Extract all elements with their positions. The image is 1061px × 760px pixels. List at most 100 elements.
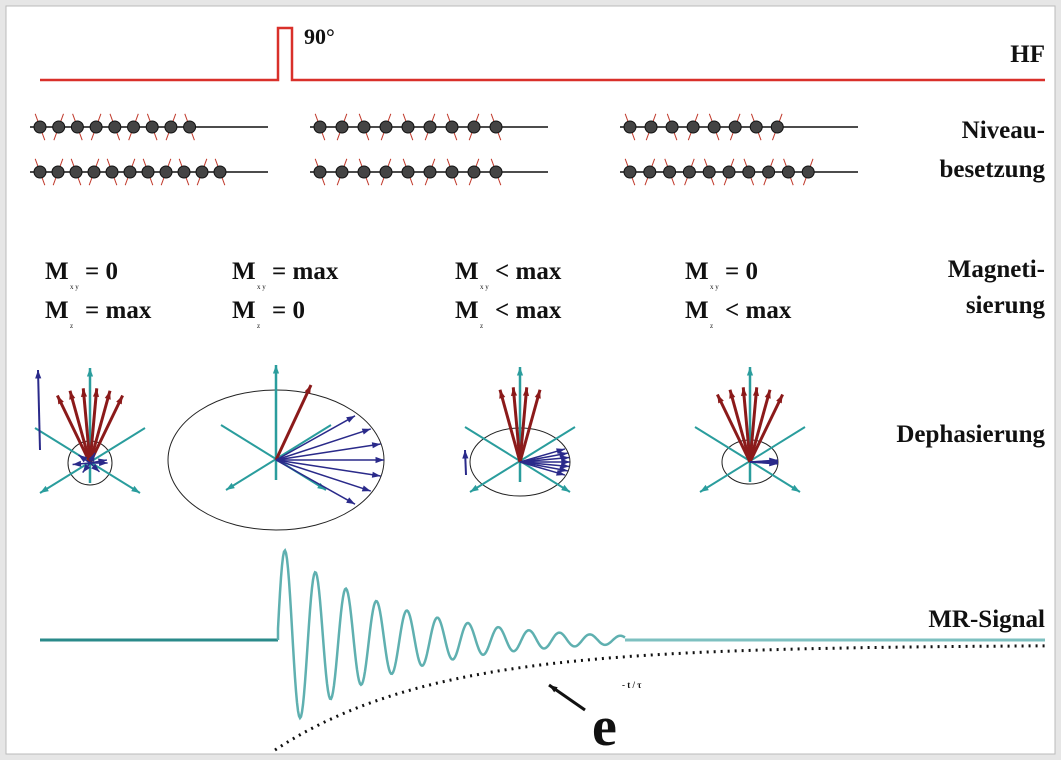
spin bbox=[781, 165, 795, 179]
m-value: = 0 bbox=[725, 258, 758, 285]
vector bbox=[274, 384, 313, 461]
m-symbol: M bbox=[685, 297, 709, 324]
m-subscript: z bbox=[257, 322, 260, 330]
arrowhead bbox=[86, 368, 94, 377]
spin bbox=[742, 165, 756, 179]
spin bbox=[123, 165, 137, 179]
vector bbox=[464, 426, 571, 493]
arrowhead bbox=[791, 484, 800, 492]
m-subscript: z bbox=[710, 322, 713, 330]
arrowhead bbox=[346, 415, 356, 423]
spin bbox=[401, 165, 415, 179]
vector bbox=[511, 387, 522, 463]
arrowhead bbox=[561, 484, 570, 492]
spin bbox=[467, 120, 481, 134]
spin bbox=[108, 120, 122, 134]
canvas bbox=[5, 5, 1056, 755]
arrowhead bbox=[700, 484, 709, 492]
spin bbox=[445, 120, 459, 134]
m-subscript: x y bbox=[480, 283, 489, 291]
spin bbox=[33, 120, 47, 134]
arrowhead bbox=[104, 390, 111, 400]
vector bbox=[275, 459, 372, 492]
arrowhead bbox=[116, 395, 123, 405]
arrowhead bbox=[91, 463, 100, 472]
vector bbox=[498, 389, 522, 463]
vector bbox=[469, 426, 576, 493]
hf-label: HF bbox=[1010, 41, 1045, 68]
pulse-label: 90° bbox=[304, 24, 335, 49]
signal-label: MR-Signal bbox=[928, 606, 1045, 633]
spin bbox=[467, 165, 481, 179]
spin bbox=[105, 165, 119, 179]
spin bbox=[87, 165, 101, 179]
arrowhead bbox=[72, 460, 82, 467]
spin bbox=[643, 165, 657, 179]
m-value: = max bbox=[85, 297, 152, 324]
spin bbox=[644, 120, 658, 134]
vector bbox=[220, 424, 327, 491]
spin bbox=[423, 120, 437, 134]
vector bbox=[275, 459, 356, 505]
vector bbox=[741, 387, 752, 463]
spin bbox=[801, 165, 815, 179]
arrowhead bbox=[371, 442, 381, 449]
arrowhead bbox=[35, 370, 42, 379]
magnetization-label: sierung bbox=[966, 292, 1046, 319]
arrowhead bbox=[69, 390, 76, 400]
vector bbox=[728, 389, 752, 463]
levels-label: Niveau- bbox=[962, 117, 1045, 144]
vector bbox=[81, 388, 92, 464]
arrowhead bbox=[57, 395, 64, 405]
spin bbox=[127, 120, 140, 134]
arrowhead bbox=[92, 388, 100, 398]
spin bbox=[164, 120, 178, 134]
m-value: < max bbox=[495, 258, 562, 285]
spin bbox=[159, 165, 173, 179]
spin bbox=[663, 165, 677, 179]
arrowhead bbox=[769, 460, 778, 467]
spin bbox=[489, 165, 503, 179]
spin bbox=[357, 165, 371, 179]
arrowhead bbox=[40, 485, 49, 493]
m-symbol: M bbox=[45, 258, 69, 285]
arrowhead bbox=[752, 387, 760, 397]
spin bbox=[70, 120, 84, 134]
spin bbox=[401, 120, 415, 134]
arrowhead bbox=[764, 389, 771, 399]
arrowhead bbox=[717, 394, 724, 404]
m-symbol: M bbox=[232, 297, 256, 324]
arrowhead bbox=[371, 471, 381, 478]
magnetization-label: Magneti- bbox=[948, 256, 1045, 283]
vector bbox=[88, 390, 112, 464]
spin bbox=[177, 165, 191, 179]
vector bbox=[275, 459, 381, 477]
arrowhead bbox=[470, 484, 479, 492]
spin bbox=[183, 120, 197, 134]
m-value: = max bbox=[272, 258, 339, 285]
vector bbox=[518, 387, 529, 463]
vector bbox=[68, 390, 92, 464]
vector bbox=[518, 389, 542, 463]
spin bbox=[52, 120, 66, 134]
m-subscript: z bbox=[70, 322, 73, 330]
levels-label: besetzung bbox=[939, 156, 1045, 183]
arrowhead bbox=[560, 462, 570, 469]
m-symbol: M bbox=[45, 297, 69, 324]
spin bbox=[213, 165, 227, 179]
spin bbox=[682, 165, 696, 179]
spin bbox=[313, 165, 327, 179]
arrowhead bbox=[80, 388, 88, 398]
m-subscript: x y bbox=[257, 283, 266, 291]
m-symbol: M bbox=[685, 258, 709, 285]
spin bbox=[33, 165, 47, 179]
arrowhead bbox=[361, 485, 371, 492]
envelope-exponent: - t / τ bbox=[622, 680, 642, 690]
arrowhead bbox=[516, 367, 524, 376]
spin bbox=[770, 120, 784, 134]
spin bbox=[623, 120, 637, 134]
m-symbol: M bbox=[232, 258, 256, 285]
arrowhead bbox=[304, 385, 311, 394]
vector bbox=[748, 393, 784, 463]
